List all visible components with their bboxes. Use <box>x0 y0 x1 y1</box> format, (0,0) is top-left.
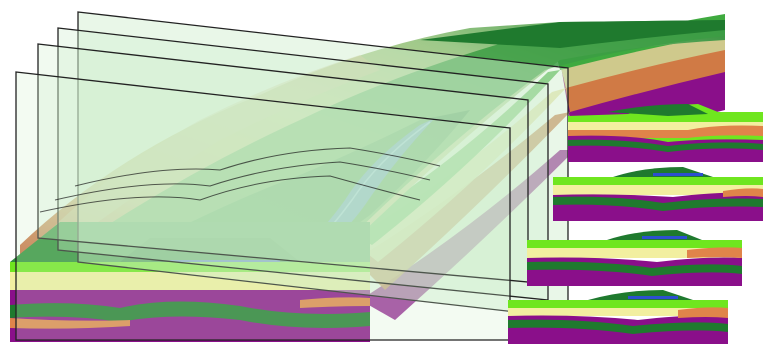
section-panel-3 <box>527 230 742 286</box>
block-front-face-orange <box>355 112 570 290</box>
front-block-top-levee <box>120 238 300 262</box>
front-stratum-green-top <box>10 262 370 272</box>
section-panel-1 <box>568 104 763 162</box>
section-panel-2 <box>553 167 763 221</box>
terrain-far-green <box>420 20 725 48</box>
block-front-face-purple <box>360 150 575 320</box>
block-front-face-green <box>345 70 560 245</box>
front-stratum-orange-right <box>300 297 370 308</box>
slice-planes <box>15 11 569 341</box>
section-panel-4 <box>508 290 728 344</box>
front-stratum-orange-lens <box>10 318 130 329</box>
front-stratum-green-lens <box>10 301 370 328</box>
slice-profile-lines <box>39 147 441 213</box>
